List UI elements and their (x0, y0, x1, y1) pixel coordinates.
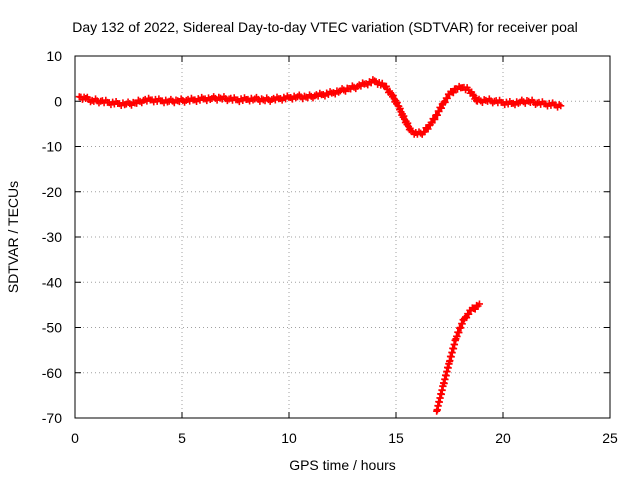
data-point (437, 104, 445, 112)
x-tick-label: 0 (71, 430, 79, 446)
data-point (389, 91, 397, 99)
data-point (433, 111, 441, 119)
plot-frame (74, 55, 611, 419)
y-tick-label: -40 (42, 274, 62, 290)
data-point (424, 125, 432, 133)
data-points (75, 76, 565, 415)
data-point (393, 99, 401, 107)
x-tick-label: 5 (178, 430, 186, 446)
x-tick-labels: 0 5 10 15 20 25 (71, 430, 618, 446)
y-tick-label: -10 (42, 139, 62, 155)
x-tick-label: 15 (388, 430, 404, 446)
x-axis-label: GPS time / hours (289, 457, 396, 473)
x-tick-label: 25 (602, 430, 618, 446)
y-axis-label: SDTVAR / TECUs (5, 181, 21, 293)
data-point (441, 98, 449, 106)
grid (75, 56, 610, 418)
data-point (404, 119, 412, 127)
chart-title: Day 132 of 2022, Sidereal Day-to-day VTE… (72, 19, 578, 35)
y-tick-label: 0 (54, 93, 62, 109)
data-point (431, 115, 439, 123)
data-point (443, 94, 451, 102)
data-point (449, 89, 457, 97)
y-tick-label: -30 (42, 229, 62, 245)
y-tick-label: 10 (46, 48, 62, 64)
y-tick-label: -60 (42, 365, 62, 381)
data-point (475, 300, 483, 308)
y-tick-label: -70 (42, 410, 62, 426)
y-tick-labels: 10 0 -10 -20 -30 -40 -50 -60 -70 (42, 48, 62, 426)
x-tick-label: 20 (495, 430, 511, 446)
data-point (557, 102, 565, 110)
y-tick-label: -20 (42, 184, 62, 200)
y-tick-label: -50 (42, 320, 62, 336)
x-tick-label: 10 (281, 430, 297, 446)
